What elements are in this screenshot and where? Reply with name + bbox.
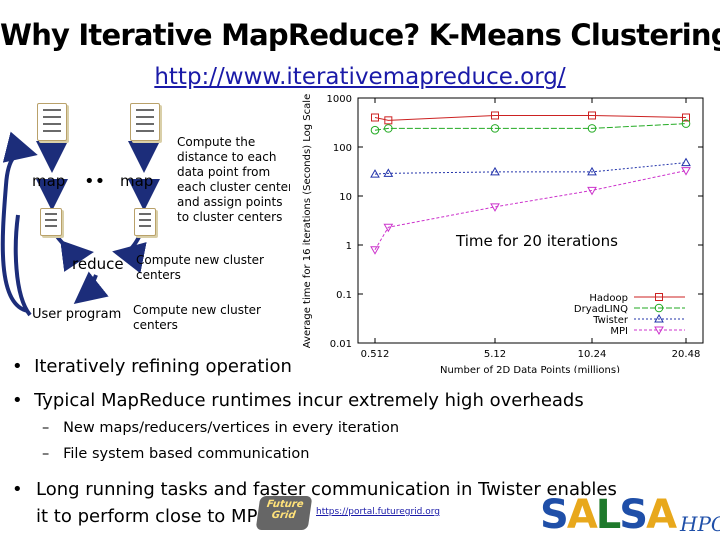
reduce-step-note: Compute new cluster centers [136,253,264,282]
bullet-2-sub-2-text: File system based communication [63,446,310,462]
user-program-note: Compute new cluster centers [133,303,261,332]
chart-background [290,93,715,373]
y-tick-label: 1 [346,241,352,252]
series-line-dryadlinq [374,123,687,131]
salsa-letter: S [619,492,648,538]
data-point-mpi [490,203,500,212]
salsa-letter: A [566,492,598,538]
data-point-twister [681,157,691,167]
futuregrid-logo-line1: Future [266,499,305,510]
bullet-2-sub-2: – File system based communication [42,446,310,462]
y-tick-label: 0.1 [336,290,352,301]
diagram-arrows [0,131,160,317]
slide-title: Why Iterative MapReduce? K-Means Cluster… [0,18,720,52]
arrow-loop-feedback-2 [13,214,32,317]
data-point-mpi [370,246,380,255]
data-point-hadoop [384,116,393,125]
chart-annotation: Time for 20 iterations [456,232,618,250]
website-link[interactable]: http://www.iterativemapreduce.org/ [154,64,566,90]
data-point-twister [383,168,394,177]
futuregrid-logo-line2: Grid [271,510,297,521]
bullet-3-text: Long running tasks and faster communicat… [36,479,617,527]
data-point-hadoop [491,111,499,120]
data-point-dryadlinq [490,124,500,133]
futuregrid-portal-link[interactable]: https://portal.futuregrid.org [316,507,440,517]
input-document-right-icon [130,103,160,141]
data-point-twister [490,166,500,176]
map-right-label: map [120,172,154,190]
legend-label-mpi: MPI [610,326,628,337]
x-axis-label: Number of 2D Data Points (millions) [440,365,620,373]
arrow-doc-reduce-left [54,233,94,272]
series-line-hadoop [374,114,687,121]
bullet-2-text: Typical MapReduce runtimes incur extreme… [34,390,584,411]
salsa-letter: S [540,492,569,538]
map-left-label: map [32,172,66,190]
salsa-letter: A [646,492,677,538]
bullet-1-text: Iteratively refining operation [34,356,292,377]
x-tick-label: 5.12 [484,349,506,360]
data-point-mpi [587,186,597,196]
bullet-2-sub-1: – New maps/reducers/vertices in every it… [42,420,400,436]
legend-marker-dryadlinq [654,303,664,313]
data-point-hadoop [371,113,379,122]
futuregrid-logo: Future Grid [255,496,313,530]
x-tick-label: 10.24 [578,349,607,360]
salsa-letter: L [595,492,621,538]
legend-marker-hadoop [655,293,663,301]
series-line-mpi [374,170,687,251]
data-point-dryadlinq [587,124,597,133]
legend-marker-twister [654,313,664,323]
bullet-2-sub-1-text: New maps/reducers/vertices in every iter… [63,420,400,436]
hpc-label: HPC [680,512,720,536]
input-document-left-icon [37,103,67,141]
kmeans-diagram: map •• map reduce User program Compute t… [0,95,300,335]
arrow-doc-reduce-right [112,234,147,274]
salsa-logo: SALSA [540,492,677,538]
kmeans-runtime-chart: Average time for 16 iterations (Seconds)… [290,93,715,373]
x-tick-label: 20.48 [672,349,701,360]
y-tick-label: 10 [339,192,352,203]
data-point-hadoop [588,111,596,120]
arrow-reduce-user [73,271,109,304]
bullet-3: • Long running tasks and faster communic… [12,476,632,530]
legend-label-twister: Twister [592,315,629,326]
user-program-label: User program [32,307,122,322]
data-point-dryadlinq [681,119,691,128]
data-point-hadoop [682,113,690,122]
arrow-loop-feedback [0,131,38,313]
data-point-mpi [383,223,394,233]
y-axis-label: Average time for 16 iterations (Seconds)… [302,94,313,348]
salsa-wordmark: SALSA [540,492,677,538]
series-line-twister [374,162,687,175]
bullet-2: • Typical MapReduce runtimes incur extre… [12,390,584,411]
intermediate-document-right-icon [134,208,156,236]
reduce-label: reduce [72,255,124,273]
legend-label-hadoop: Hadoop [589,293,628,304]
map-step-note: Compute the distance to each data point … [177,135,293,224]
legend-marker-mpi [654,326,664,336]
y-tick-label: 100 [333,143,352,154]
legend-label-dryadlinq: DryadLINQ [574,304,628,315]
x-tick-label: 0.512 [361,349,390,360]
bullet-1: • Iteratively refining operation [12,356,292,377]
data-point-twister [370,169,380,178]
data-point-dryadlinq [384,124,393,133]
map-dots: •• [84,171,106,192]
y-tick-label: 1000 [327,94,352,105]
data-point-twister [587,166,597,176]
data-point-dryadlinq [370,125,380,135]
y-tick-label: 0.01 [330,339,352,350]
intermediate-document-left-icon [40,208,62,236]
plot-frame [357,97,704,344]
data-point-mpi [681,167,691,176]
